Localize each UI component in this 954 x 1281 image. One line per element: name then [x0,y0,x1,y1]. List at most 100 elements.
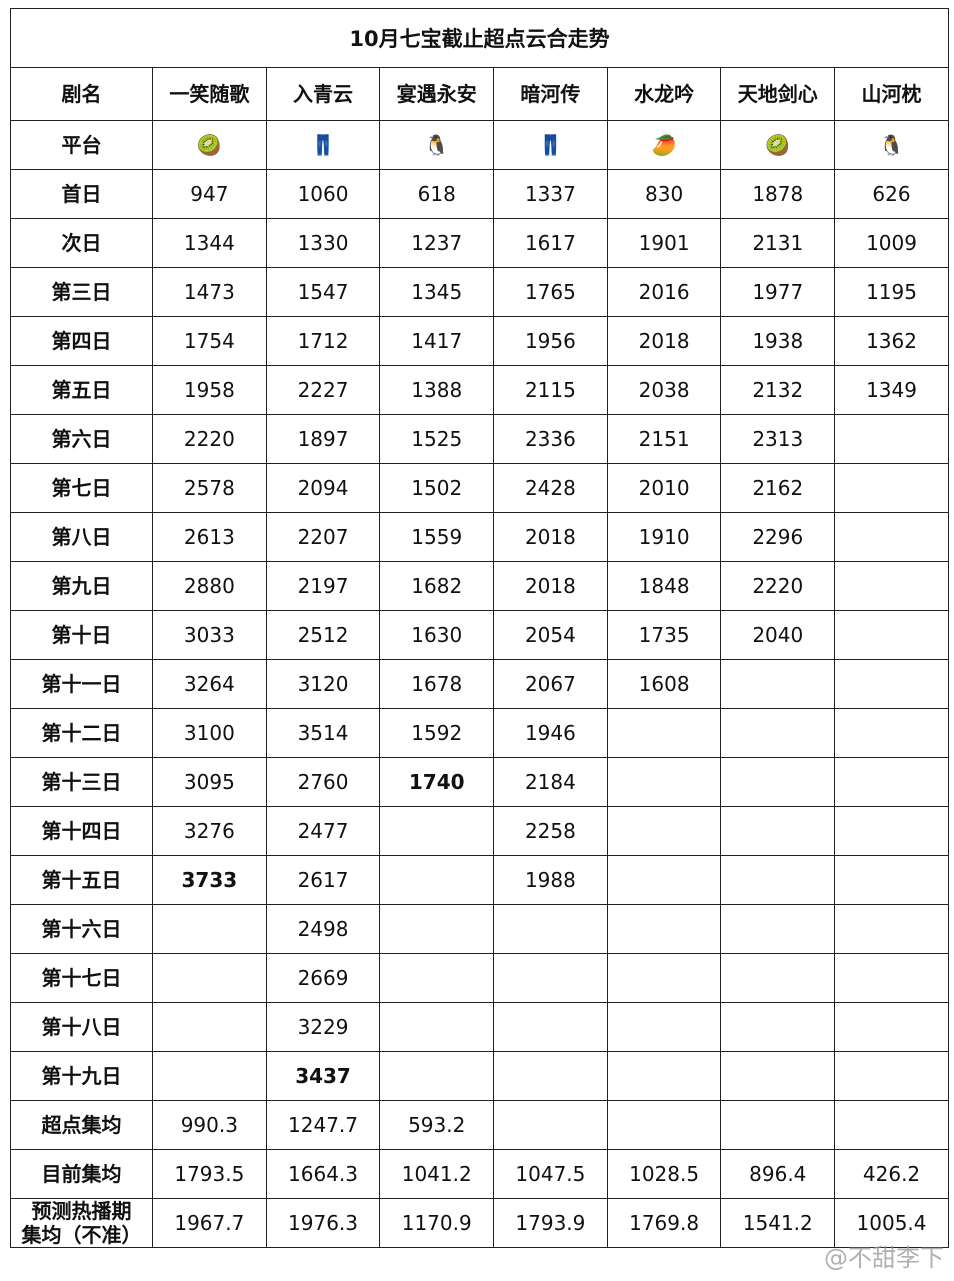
cell [834,1051,949,1101]
table-row: 第六日 2220 1897 1525 2336 2151 2313 [10,414,949,464]
cell: 1344 [152,218,267,268]
table-row: 第十一日 3264 3120 1678 2067 1608 [10,659,949,709]
cell: 593.2 [379,1100,495,1150]
cell: 1946 [493,708,608,758]
cell: 1712 [265,316,381,366]
table-row: 平台 🥝 👖 🐧 👖 🥭 🥝 🐧 [10,120,949,170]
cell: 2131 [720,218,836,268]
cell [606,953,722,1003]
column-header: 山河枕 [834,67,949,121]
cell: 2578 [152,463,267,513]
cell: 🐧 [834,120,949,170]
cell [834,463,949,513]
cell: 2094 [265,463,381,513]
cell [834,561,949,611]
cell [493,904,608,954]
cell: 🐧 [379,120,495,170]
cell: 1617 [493,218,608,268]
cell [152,1002,267,1052]
cell: 1956 [493,316,608,366]
table-row: 第十五日 3733 2617 1988 [10,855,949,905]
cell: 2313 [720,414,836,464]
cell: 1848 [606,561,722,611]
table-row: 首日 947 1060 618 1337 830 1878 626 [10,169,949,219]
table-row: 第十二日 3100 3514 1592 1946 [10,708,949,758]
cell: 🥝 [720,120,836,170]
table-row: 第十三日 3095 2760 1740 2184 [10,757,949,807]
cell [834,512,949,562]
row-label: 第四日 [10,316,153,366]
cell [720,953,836,1003]
cell [493,1100,608,1150]
cell [606,855,722,905]
table-row: 第五日 1958 2227 1388 2115 2038 2132 1349 [10,365,949,415]
cell: 1060 [265,169,381,219]
cell: 1541.2 [720,1198,836,1248]
cell: 2016 [606,267,722,317]
row-label: 第九日 [10,561,153,611]
table-row: 第八日 2613 2207 1559 2018 1910 2296 [10,512,949,562]
cell: 2067 [493,659,608,709]
cell: 1009 [834,218,949,268]
row-label: 第三日 [10,267,153,317]
cell: 1247.7 [265,1100,381,1150]
cell: 1958 [152,365,267,415]
table-row: 第十四日 3276 2477 2258 [10,806,949,856]
cell: 2151 [606,414,722,464]
title-row: 10月七宝截止超点云合走势 [10,8,949,68]
cell: 2018 [493,561,608,611]
column-header: 水龙吟 [606,67,722,121]
cell: 1388 [379,365,495,415]
cell: 1664.3 [265,1149,381,1199]
cell: 3229 [265,1002,381,1052]
row-label: 预测热播期 集均（不准） [10,1198,153,1248]
corner-header: 剧名 [10,67,153,121]
cell: 2336 [493,414,608,464]
cell: 1028.5 [606,1149,722,1199]
cell: 2207 [265,512,381,562]
cell [834,610,949,660]
cell [606,708,722,758]
cell: 2613 [152,512,267,562]
cell: 2184 [493,757,608,807]
cell: 426.2 [834,1149,949,1199]
cell: 2227 [265,365,381,415]
cell: 2512 [265,610,381,660]
cell [379,1051,495,1101]
cell: 3514 [265,708,381,758]
cell: 2760 [265,757,381,807]
cell [720,1002,836,1052]
cell [152,953,267,1003]
cell [720,757,836,807]
cell [379,953,495,1003]
cell: 1005.4 [834,1198,949,1248]
row-label: 第十二日 [10,708,153,758]
cell [606,806,722,856]
row-label: 第十八日 [10,1002,153,1052]
column-header: 天地剑心 [720,67,836,121]
cell [834,904,949,954]
cell: 👖 [493,120,608,170]
cell [606,1100,722,1150]
cell: 1047.5 [493,1149,608,1199]
cell: 3120 [265,659,381,709]
cell: 2428 [493,463,608,513]
cell: 2220 [152,414,267,464]
cell: 1678 [379,659,495,709]
cell [834,1002,949,1052]
row-label: 第十一日 [10,659,153,709]
cell: 2162 [720,463,836,513]
cell: 👖 [265,120,381,170]
cell [720,1051,836,1101]
table-row: 次日 1344 1330 1237 1617 1901 2131 1009 [10,218,949,268]
cell: 1592 [379,708,495,758]
cell [493,953,608,1003]
cell: 1417 [379,316,495,366]
cell: 2617 [265,855,381,905]
column-header: 入青云 [265,67,381,121]
cell: 1237 [379,218,495,268]
table-row: 第十日 3033 2512 1630 2054 1735 2040 [10,610,949,660]
cell [834,414,949,464]
watermark: @不甜李下 [824,1244,944,1272]
cell: 1735 [606,610,722,660]
